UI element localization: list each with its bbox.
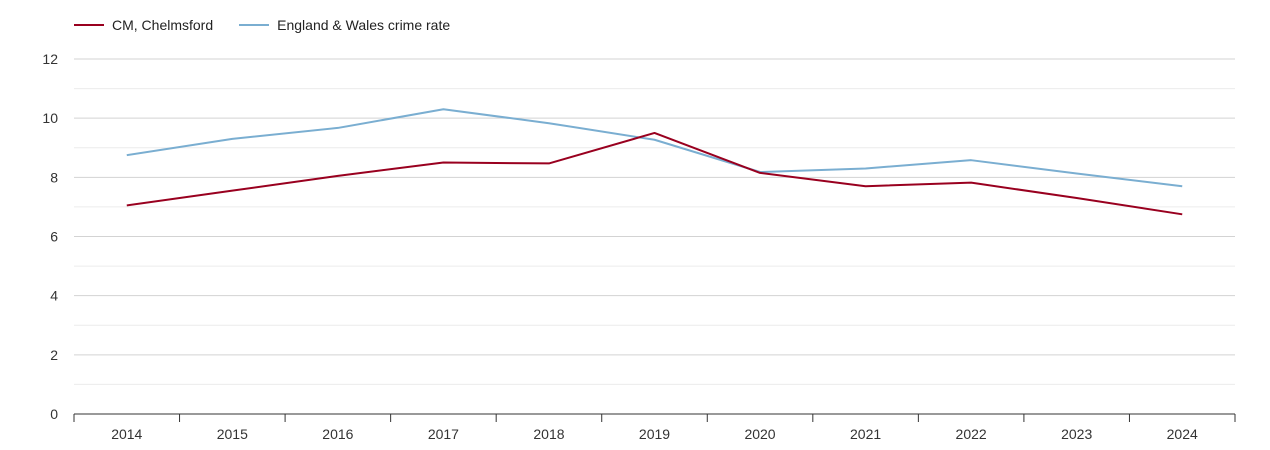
y-tick-label: 8: [50, 169, 58, 185]
legend: CM, Chelmsford England & Wales crime rat…: [74, 15, 450, 35]
x-tick-label: 2015: [217, 426, 248, 442]
data-point[interactable]: [652, 130, 658, 136]
legend-label-england-wales: England & Wales crime rate: [277, 17, 451, 33]
data-point[interactable]: [1074, 195, 1080, 201]
data-point[interactable]: [1074, 170, 1080, 176]
legend-swatch-chelmsford: [74, 24, 104, 26]
y-tick-label: 0: [50, 406, 58, 422]
data-point[interactable]: [335, 125, 341, 131]
axes: 0 2 4 6 8 10 12 2014 2015 2016 2017 2018 2019 2020 202…: [42, 51, 1236, 442]
data-point[interactable]: [124, 152, 130, 158]
x-tick-label: 2021: [850, 426, 881, 442]
y-tick-label: 10: [42, 110, 58, 126]
series-line-chelmsford[interactable]: [126, 131, 1183, 216]
data-point[interactable]: [968, 180, 974, 186]
data-point[interactable]: [440, 106, 446, 112]
x-tick-label: 2016: [322, 426, 353, 442]
y-tick-label: 4: [50, 288, 58, 304]
legend-item-england-wales[interactable]: England & Wales crime rate: [239, 17, 450, 33]
data-point[interactable]: [546, 160, 552, 166]
x-tick-label: 2019: [639, 426, 670, 442]
data-point[interactable]: [863, 183, 869, 189]
x-tick-label: 2017: [428, 426, 459, 442]
x-tick-label: 2020: [744, 426, 775, 442]
series-line-england-wales[interactable]: [126, 108, 1183, 188]
data-point[interactable]: [124, 202, 130, 208]
grid-lines: [74, 58, 1235, 385]
y-tick-label: 2: [50, 347, 58, 363]
x-tick-label: 2018: [533, 426, 564, 442]
data-point[interactable]: [546, 120, 552, 126]
legend-label-chelmsford: CM, Chelmsford: [112, 17, 214, 33]
data-point[interactable]: [1179, 211, 1185, 217]
x-tick-label: 2024: [1167, 426, 1198, 442]
x-tick-label: 2022: [956, 426, 987, 442]
data-point[interactable]: [757, 170, 763, 176]
x-tick-label: 2023: [1061, 426, 1092, 442]
y-tick-label: 6: [50, 229, 58, 245]
data-point[interactable]: [229, 188, 235, 194]
data-point[interactable]: [1179, 183, 1185, 189]
x-tick-label: 2014: [111, 426, 142, 442]
data-point[interactable]: [863, 165, 869, 171]
data-point[interactable]: [335, 173, 341, 179]
y-tick-label: 12: [42, 51, 58, 67]
data-point[interactable]: [968, 157, 974, 163]
legend-item-chelmsford[interactable]: CM, Chelmsford: [74, 17, 213, 33]
data-point[interactable]: [229, 136, 235, 142]
series-lines: [124, 106, 1185, 217]
legend-swatch-england-wales: [239, 24, 270, 26]
data-point[interactable]: [440, 160, 446, 166]
data-point[interactable]: [652, 137, 658, 143]
